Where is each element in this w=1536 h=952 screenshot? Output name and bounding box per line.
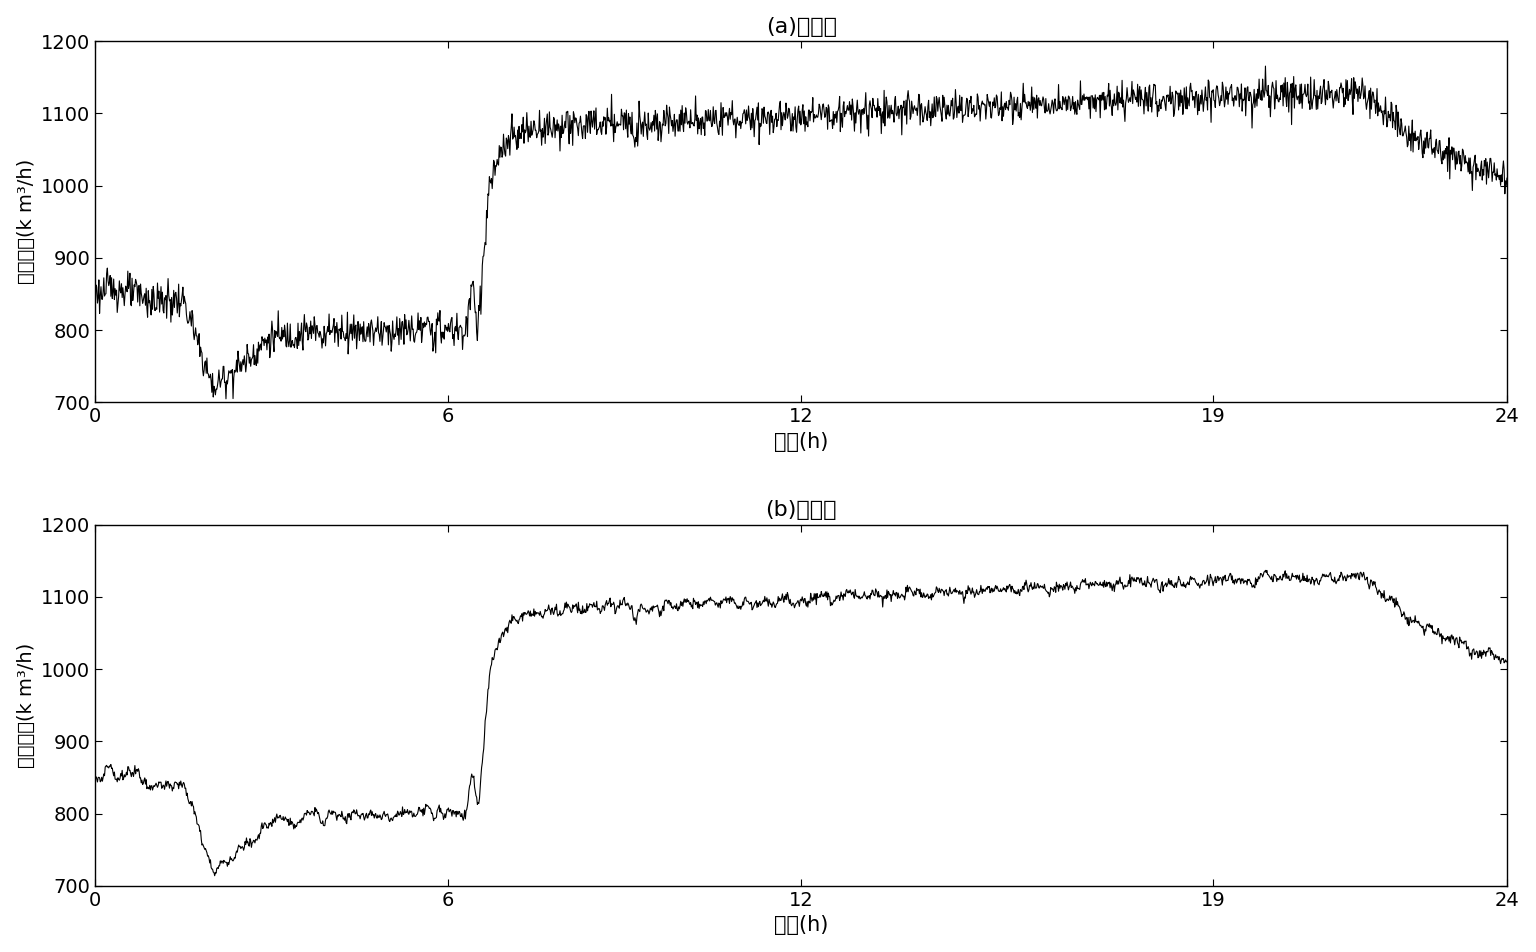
Y-axis label: 二次风量(k m³/h): 二次风量(k m³/h)	[17, 643, 35, 768]
X-axis label: 时间(h): 时间(h)	[774, 431, 828, 451]
Title: (a)去噪前: (a)去噪前	[765, 17, 837, 37]
Y-axis label: 二次风量(k m³/h): 二次风量(k m³/h)	[17, 159, 35, 285]
X-axis label: 时间(h): 时间(h)	[774, 915, 828, 935]
Title: (b)去噪后: (b)去噪后	[765, 501, 837, 521]
